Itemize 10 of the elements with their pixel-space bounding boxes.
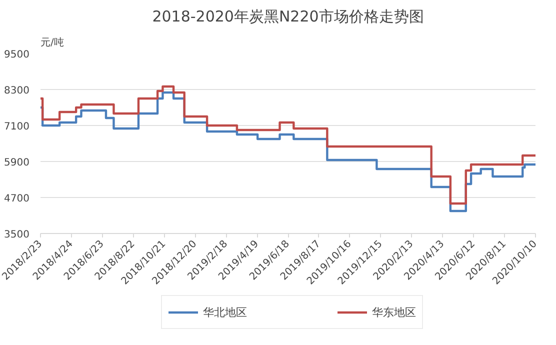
y-tick-label: 8300	[4, 86, 30, 96]
legend-label: 华北地区	[203, 304, 247, 320]
y-tick-label: 4700	[4, 194, 30, 204]
y-tick-label: 5900	[4, 158, 30, 168]
y-tick-label: 9500	[4, 50, 30, 60]
y-axis-title: 元/吨	[40, 36, 64, 48]
chart-title: 2018-2020年炭黑N220市场价格走势图	[152, 8, 424, 26]
y-tick-label: 7100	[4, 122, 30, 132]
legend-label: 华东地区	[372, 304, 416, 320]
y-tick-label: 3500	[4, 230, 30, 240]
